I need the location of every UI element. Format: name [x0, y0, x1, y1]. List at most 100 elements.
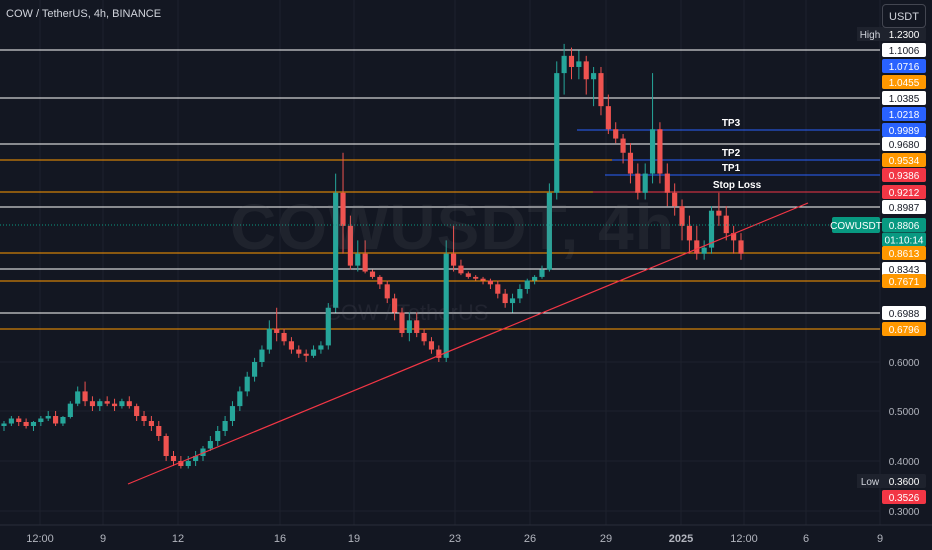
candle-body [1, 423, 7, 426]
candle-body [620, 138, 626, 153]
candle-body [274, 328, 280, 333]
price-label-bg [882, 185, 926, 199]
candle-body [38, 418, 44, 422]
candle-body [16, 418, 22, 422]
candle-body [708, 210, 715, 248]
symbol-tag-bg [832, 217, 880, 233]
candle-body [259, 349, 265, 362]
y-tick-label: 0.5000 [889, 407, 920, 418]
candle-body [694, 240, 700, 254]
price-label: 0.6988 [889, 309, 920, 320]
candle-body [111, 403, 118, 407]
price-label: 0.9989 [889, 126, 920, 137]
candle-body [310, 349, 317, 356]
price-label: 0.8987 [889, 203, 920, 214]
candle-body [229, 406, 236, 421]
price-label-bg [882, 137, 926, 151]
candle-body [53, 416, 59, 424]
candle-body [627, 152, 634, 174]
candle-body [60, 417, 66, 424]
candle-body [325, 307, 331, 346]
candle-body [465, 273, 471, 277]
candle-body [97, 401, 103, 407]
x-tick-label: 12:00 [26, 533, 54, 545]
price-label: 1.0455 [889, 78, 920, 89]
candle-body [679, 206, 685, 226]
x-tick-label: 12:00 [730, 533, 758, 545]
candle-body [524, 280, 530, 290]
candle-body [399, 312, 405, 333]
candle-body [635, 173, 641, 193]
candle-body [355, 253, 361, 266]
x-tick-label: 2025 [669, 533, 693, 545]
symbol-tag: COWUSDT [830, 221, 882, 232]
price-label: 0.7671 [889, 277, 920, 288]
price-label: 01:10:14 [885, 236, 924, 247]
candle-body [384, 284, 390, 299]
candle-body [701, 247, 707, 254]
candle-body [392, 298, 398, 313]
price-label-bg [882, 27, 926, 41]
candle-body [193, 456, 199, 461]
candle-body [377, 276, 383, 285]
price-label-bg [882, 200, 926, 214]
candle-body [458, 265, 464, 274]
price-label: 0.9680 [889, 140, 920, 151]
x-tick-label: 16 [274, 533, 286, 545]
currency-button[interactable]: USDT [882, 4, 926, 28]
price-label-bg [882, 322, 926, 336]
candle-body [296, 349, 302, 354]
candle-body [613, 129, 619, 139]
price-label: 1.1006 [889, 46, 920, 57]
price-label-bg [882, 91, 926, 105]
candle-body [244, 376, 250, 392]
annotation-label: TP2 [722, 148, 741, 159]
price-label: 0.8343 [889, 265, 920, 276]
candle-body [45, 416, 51, 419]
candle-body [443, 253, 449, 358]
price-label: 1.0716 [889, 62, 920, 73]
price-label: 0.3600 [889, 477, 920, 488]
candle-body [67, 403, 73, 417]
price-label-bg [882, 274, 926, 288]
x-tick-label: 26 [524, 533, 536, 545]
price-label: 1.0218 [889, 110, 920, 121]
candle-body [23, 422, 29, 426]
price-label: 1.0385 [889, 94, 920, 105]
price-label-bg [882, 107, 926, 121]
price-label: 0.9534 [889, 156, 920, 167]
candle-body [340, 192, 346, 226]
candle-body [738, 240, 744, 254]
extreme-tag-bg [857, 474, 883, 488]
candle-body [657, 129, 663, 174]
candle-body [119, 401, 125, 407]
symbol-label: COW / TetherUS, 4h, BINANCE [6, 8, 162, 20]
candle-body [303, 353, 309, 356]
x-tick-label: 9 [877, 533, 883, 545]
price-label-bg [882, 474, 926, 488]
candle-body [237, 391, 243, 407]
candle-body [185, 461, 191, 466]
candle-body [170, 456, 177, 461]
candle-body [82, 391, 88, 402]
candle-body [141, 416, 147, 421]
candle-body [288, 341, 295, 350]
candle-body [539, 269, 545, 277]
candle-body [554, 73, 560, 193]
candle-body [480, 278, 486, 281]
price-label: 0.3526 [889, 493, 920, 504]
candle-body [428, 341, 435, 350]
x-tick-label: 29 [600, 533, 612, 545]
y-tick-label: 0.4000 [889, 457, 920, 468]
candle-body [369, 271, 376, 277]
candle-body [207, 441, 213, 449]
candle-body [561, 55, 567, 74]
candle-body [406, 320, 412, 333]
candle-body [664, 173, 670, 193]
candle-body [200, 448, 206, 456]
price-label-bg [882, 262, 926, 276]
candle-body [532, 276, 538, 281]
candle-body [89, 401, 96, 407]
candle-body [591, 73, 597, 80]
